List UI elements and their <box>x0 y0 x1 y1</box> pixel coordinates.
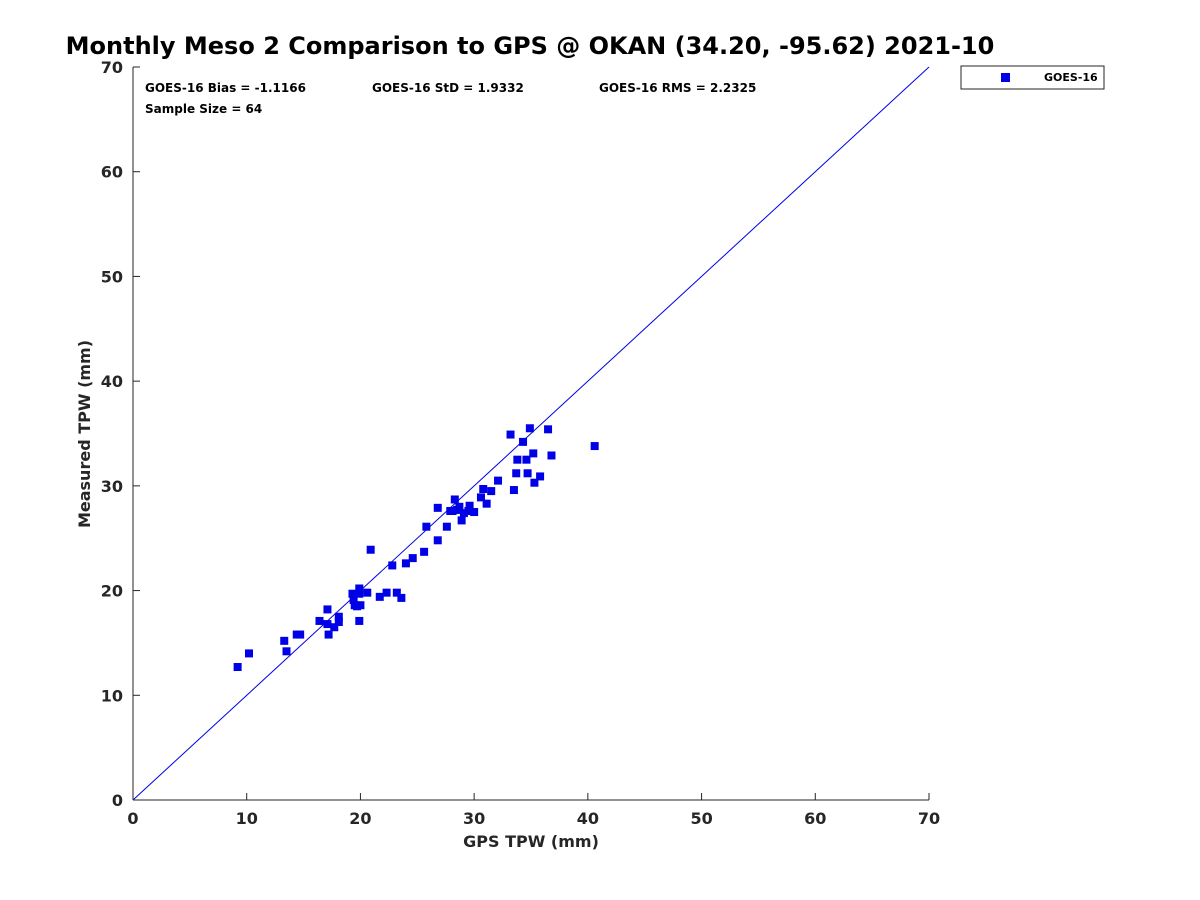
y-ticks: 0 10 20 30 40 50 60 70 <box>101 58 140 810</box>
data-point <box>355 589 364 598</box>
stat-sample-size: Sample Size = 64 <box>145 102 262 116</box>
data-point <box>476 493 485 502</box>
y-tick-label: 50 <box>101 267 123 286</box>
data-point <box>388 561 397 570</box>
data-point <box>392 588 401 597</box>
y-axis-label: Measured TPW (mm) <box>75 340 94 528</box>
data-point <box>433 536 442 545</box>
data-point <box>522 455 531 464</box>
data-point <box>375 592 384 601</box>
data-point <box>315 616 324 625</box>
data-point <box>363 588 372 597</box>
one-to-one-line <box>132 66 930 801</box>
data-point <box>422 522 431 531</box>
data-point <box>530 478 539 487</box>
x-tick-label: 40 <box>577 809 599 828</box>
y-tick-label: 60 <box>101 163 123 182</box>
data-point <box>459 509 468 518</box>
data-point <box>509 486 518 495</box>
data-point <box>506 430 515 439</box>
y-tick-label: 20 <box>101 582 123 601</box>
data-point <box>233 663 242 672</box>
data-point <box>330 623 339 632</box>
data-point <box>401 559 410 568</box>
data-point <box>442 522 451 531</box>
data-point <box>519 437 528 446</box>
y-tick-label: 0 <box>112 791 123 810</box>
x-tick-label: 0 <box>127 809 138 828</box>
data-point <box>323 605 332 614</box>
data-point <box>382 588 391 597</box>
data-point <box>494 476 503 485</box>
x-ticks: 0 10 20 30 40 50 60 70 <box>127 793 940 828</box>
stat-rms: GOES-16 RMS = 2.2325 <box>599 81 756 95</box>
data-point <box>334 617 343 626</box>
data-point <box>457 516 466 525</box>
data-point <box>525 424 534 433</box>
data-point <box>366 545 375 554</box>
x-axis-label: GPS TPW (mm) <box>463 832 599 851</box>
data-point <box>420 547 429 556</box>
data-point <box>349 595 358 604</box>
data-point <box>355 616 364 625</box>
y-tick-label: 40 <box>101 372 123 391</box>
data-point <box>296 630 305 639</box>
legend: GOES-16 <box>960 65 1105 90</box>
y-tick-label: 70 <box>101 58 123 77</box>
x-tick-label: 60 <box>804 809 826 828</box>
data-point <box>448 506 457 515</box>
x-tick-label: 30 <box>463 809 485 828</box>
data-point <box>397 593 406 602</box>
data-point <box>465 501 474 510</box>
data-point <box>464 506 473 515</box>
legend-label: GOES-16 <box>1044 71 1098 84</box>
data-point <box>482 499 491 508</box>
data-point <box>470 508 479 517</box>
data-point <box>355 584 364 593</box>
data-point <box>348 589 357 598</box>
chart-title: Monthly Meso 2 Comparison to GPS @ OKAN … <box>66 32 995 60</box>
y-tick-label: 30 <box>101 477 123 496</box>
data-point <box>280 636 289 645</box>
data-point <box>450 495 459 504</box>
stat-bias: GOES-16 Bias = -1.1166 <box>145 81 306 95</box>
data-point <box>282 647 291 656</box>
data-points <box>233 424 599 672</box>
x-tick-label: 50 <box>690 809 712 828</box>
data-point <box>529 449 538 458</box>
data-point <box>455 502 464 511</box>
data-point <box>513 455 522 464</box>
data-point <box>547 451 556 460</box>
data-point <box>433 503 442 512</box>
data-point <box>356 601 365 610</box>
data-point <box>523 469 532 478</box>
data-point <box>479 484 488 493</box>
reference-line-layer <box>132 66 930 801</box>
data-point <box>544 425 553 434</box>
data-point <box>487 487 496 496</box>
legend-box <box>960 65 1105 90</box>
stat-std: GOES-16 StD = 1.9332 <box>372 81 524 95</box>
data-point <box>536 472 545 481</box>
x-tick-label: 70 <box>918 809 940 828</box>
data-point <box>244 649 253 658</box>
data-point <box>408 554 417 563</box>
y-tick-label: 10 <box>101 686 123 705</box>
data-point <box>324 630 333 639</box>
data-point <box>323 620 332 629</box>
data-point <box>590 442 599 451</box>
legend-marker-square-icon <box>1001 73 1010 82</box>
x-tick-label: 20 <box>349 809 371 828</box>
data-point <box>334 612 343 621</box>
x-tick-label: 10 <box>236 809 258 828</box>
data-point <box>512 469 521 478</box>
